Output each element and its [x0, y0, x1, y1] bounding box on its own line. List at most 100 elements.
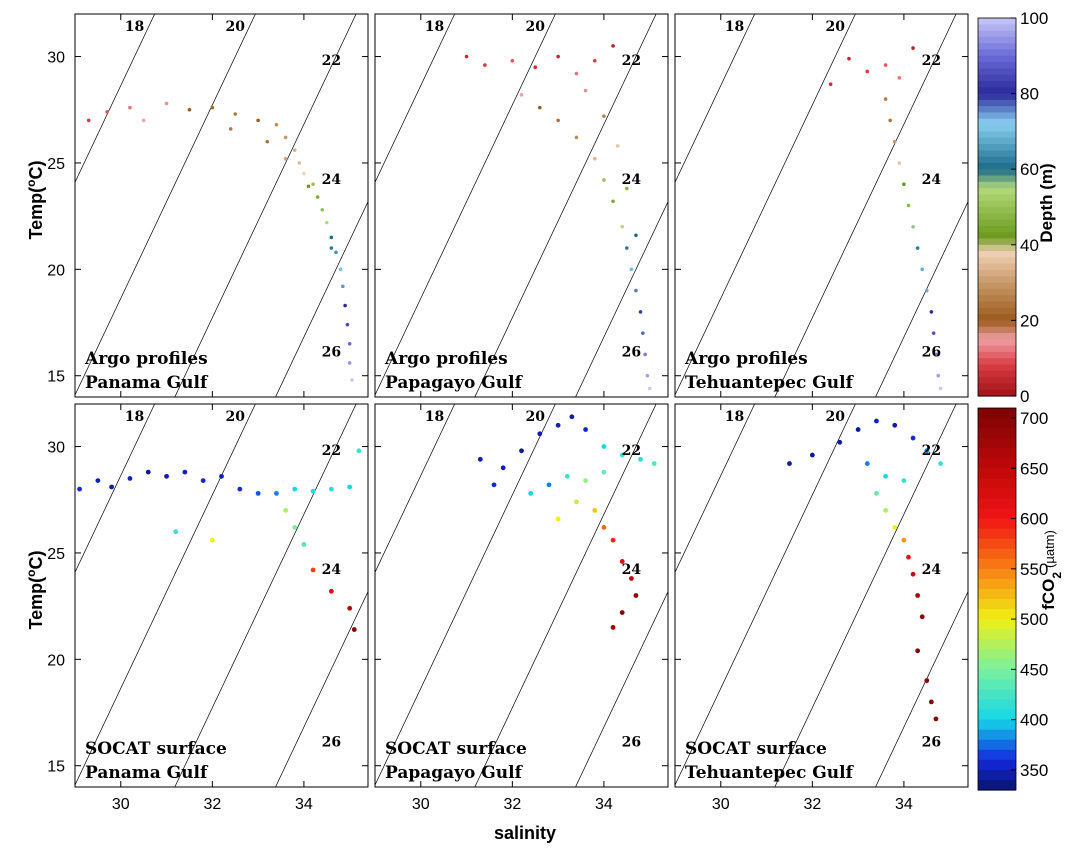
- colorbar-swatch: [978, 314, 1016, 321]
- data-point: [510, 59, 515, 63]
- panel-frame: [674, 13, 969, 398]
- fco2-unit: (µatm): [1042, 530, 1057, 568]
- isopycnal-line: [174, 14, 357, 397]
- colorbar-tick-label: 100: [1020, 9, 1048, 28]
- isopycnal-label: 18: [725, 409, 744, 425]
- colorbar-swatch: [978, 759, 1016, 771]
- colorbar-swatch: [978, 18, 1016, 25]
- colorbar-swatch: [978, 74, 1016, 82]
- data-point: [329, 235, 334, 240]
- colorbar-swatch: [978, 428, 1016, 439]
- colorbar-swatch: [978, 351, 1016, 359]
- y-axis-unit: C): [26, 550, 46, 569]
- colorbar-swatch: [978, 729, 1016, 741]
- data-point: [615, 144, 620, 148]
- colorbar-swatch: [978, 418, 1016, 429]
- colorbar-tick-label: 500: [1020, 610, 1048, 629]
- data-point: [555, 516, 561, 522]
- data-point: [555, 422, 561, 428]
- isopycnal-line: [375, 404, 556, 786]
- colorbar-swatch: [978, 578, 1016, 590]
- isopycnal-line: [474, 14, 657, 397]
- colorbar-swatch: [978, 377, 1016, 384]
- colorbar-swatch: [978, 270, 1016, 277]
- data-point: [651, 461, 657, 466]
- data-point: [519, 448, 524, 454]
- data-point: [924, 288, 929, 293]
- data-point: [924, 448, 930, 454]
- colorbar-tick-label: 20: [1020, 311, 1039, 330]
- colorbar-tick-label: 600: [1020, 510, 1048, 529]
- isopycnal-label: 18: [125, 19, 144, 35]
- data-point: [483, 63, 487, 67]
- panel-3: 18 20 22 24 26 SOCAT surface Panama Gulf 15 20 25…: [47, 403, 369, 813]
- colorbar-swatch: [978, 43, 1016, 51]
- x-tick-label: 32: [203, 796, 221, 813]
- y-tick-label: 25: [47, 156, 65, 173]
- data-point: [334, 250, 338, 255]
- colorbar-swatch: [978, 181, 1016, 189]
- panel-frame: [374, 13, 669, 398]
- data-point: [928, 699, 934, 705]
- panel-title-line1: Argo profiles: [684, 349, 808, 369]
- data-point: [647, 386, 652, 391]
- data-point: [624, 246, 629, 250]
- data-point: [915, 648, 921, 654]
- colorbar-swatch: [978, 639, 1016, 650]
- colorbar-swatch: [978, 558, 1016, 570]
- y-axis-label-bottom: Temp(oC): [24, 550, 46, 629]
- data-point: [537, 431, 543, 437]
- isopycnal-label: 18: [125, 409, 144, 425]
- isopycnal-line: [575, 590, 668, 787]
- colorbar-tick-label: 650: [1020, 459, 1048, 478]
- data-point: [128, 105, 132, 110]
- data-point: [574, 71, 579, 76]
- data-point: [920, 267, 925, 272]
- isopycnal-line: [75, 404, 256, 786]
- data-point: [892, 139, 897, 144]
- data-point: [347, 484, 353, 490]
- y-axis-label-top: Temp(oC): [24, 160, 46, 239]
- colorbar-swatch: [978, 93, 1016, 101]
- colorbar-swatch: [978, 679, 1016, 691]
- data-point: [292, 486, 298, 492]
- colorbar-swatch: [978, 320, 1016, 328]
- data-point: [200, 478, 206, 483]
- colorbar-swatch: [978, 99, 1016, 107]
- data-point: [592, 507, 598, 513]
- data-point: [292, 148, 297, 152]
- isopycnal-label: 24: [322, 562, 342, 578]
- colorbar-swatch: [978, 219, 1016, 227]
- data-point: [883, 63, 888, 67]
- data-point: [634, 233, 638, 238]
- colorbar-swatch: [978, 213, 1016, 221]
- colorbar-swatch: [978, 370, 1016, 378]
- data-point: [306, 184, 311, 189]
- data-point: [173, 529, 179, 535]
- isopycnal-label: 20: [225, 19, 245, 35]
- data-point: [938, 461, 943, 466]
- isopycnal-label: 22: [922, 53, 941, 69]
- data-point: [320, 207, 325, 212]
- isopycnal-label: 24: [922, 562, 942, 578]
- isopycnal-label: 18: [425, 19, 444, 35]
- colorbar-swatch: [978, 508, 1016, 520]
- colorbar-swatch: [978, 739, 1016, 751]
- data-point: [828, 82, 833, 87]
- colorbar-swatch: [978, 719, 1016, 731]
- data-point: [610, 537, 616, 543]
- colorbar-swatch: [978, 629, 1016, 640]
- data-point: [182, 469, 188, 475]
- colorbar-swatch: [978, 30, 1016, 38]
- data-point: [127, 476, 133, 481]
- data-point: [556, 118, 560, 123]
- data-point: [931, 331, 936, 335]
- data-point: [906, 554, 911, 560]
- colorbar-tick-label: 400: [1020, 711, 1048, 730]
- depth-colorbar: 0 20 40 60 80 100: [977, 9, 1048, 406]
- y-tick-label: 15: [47, 759, 65, 776]
- isopycnal-line: [75, 14, 156, 184]
- data-point: [592, 156, 597, 161]
- panel-title-line2: Tehuantepec Gulf: [685, 763, 855, 783]
- data-point: [164, 473, 169, 479]
